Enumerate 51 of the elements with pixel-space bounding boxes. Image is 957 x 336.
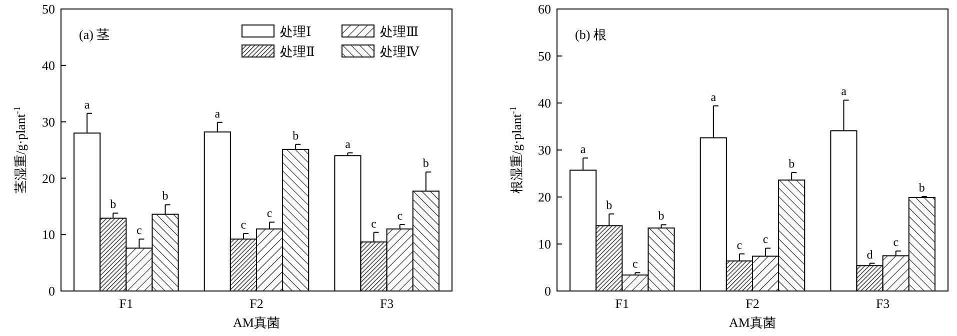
annotation: b [658, 208, 664, 223]
legend-label: 处理Ⅰ [280, 24, 312, 39]
y-tick-label: 30 [42, 114, 55, 130]
x-tick-label: F3 [380, 296, 394, 311]
y-tick-label: 40 [538, 96, 551, 111]
annotation: a [84, 97, 90, 112]
y-tick-label: 0 [48, 284, 55, 299]
annotation: c [893, 235, 899, 250]
annotation: b [292, 128, 299, 142]
y-tick-label: 10 [42, 227, 55, 242]
y-tick-label: 50 [42, 2, 55, 17]
annotation: b [918, 180, 925, 195]
annotation: b [422, 156, 429, 170]
annotation: c [266, 206, 272, 220]
y-tick-label: 60 [538, 2, 551, 17]
annotation: a [580, 142, 586, 156]
annotation: c [136, 223, 142, 238]
x-axis-title: AM真菌 [233, 315, 280, 330]
annotation: c [762, 232, 768, 246]
annotation: b [162, 188, 168, 203]
y-tick-label: 30 [538, 142, 551, 158]
annotation: b [788, 156, 795, 171]
annotation: c [371, 216, 376, 230]
text: (a) 茎 [79, 27, 110, 42]
y-tick-label: 40 [42, 58, 55, 73]
annotation: c [736, 238, 742, 252]
legend-label: 处理Ⅳ [380, 44, 420, 59]
y-tick-label: 20 [538, 190, 551, 205]
annotation: c [397, 208, 403, 222]
annotation: a [710, 90, 717, 104]
y-tick-label: 0 [544, 284, 551, 299]
x-tick-label: F2 [250, 296, 264, 311]
annotation: d [866, 247, 873, 262]
annotation: b [110, 197, 116, 212]
annotation: c [632, 256, 638, 271]
x-axis-title: AM真菌 [729, 315, 776, 330]
annotation: a [214, 106, 221, 120]
x-tick-label: F2 [746, 296, 760, 311]
legend-label: 处理Ⅲ [380, 24, 419, 39]
x-tick-label: F1 [119, 296, 134, 311]
x-tick-label: F1 [615, 296, 630, 311]
y-tick-label: 10 [538, 236, 551, 252]
y-tick-label: 50 [538, 48, 551, 64]
legend-label: 处理Ⅱ [280, 44, 315, 59]
annotation: b [606, 198, 612, 212]
annotation: c [240, 217, 246, 232]
annotation: a [345, 136, 352, 151]
x-tick-label: F3 [876, 296, 890, 311]
annotation: a [841, 84, 848, 98]
text: (b) 根 [575, 27, 606, 42]
y-tick-label: 20 [42, 170, 55, 186]
